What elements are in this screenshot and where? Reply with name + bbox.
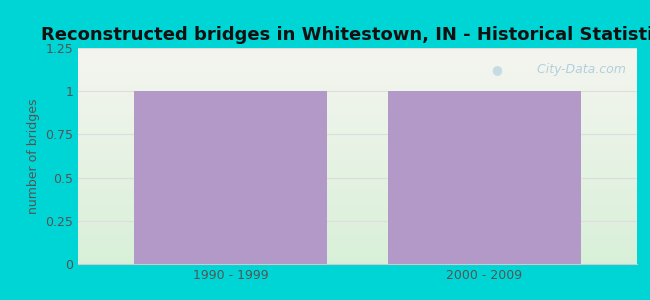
Bar	[388, 91, 581, 264]
Text: City-Data.com: City-Data.com	[529, 63, 626, 76]
Bar	[388, 91, 581, 264]
Bar	[134, 91, 327, 264]
Title: Reconstructed bridges in Whitestown, IN - Historical Statistics: Reconstructed bridges in Whitestown, IN …	[41, 26, 650, 44]
Bar	[134, 91, 327, 264]
Text: ●: ●	[491, 63, 502, 76]
Y-axis label: number of bridges: number of bridges	[27, 98, 40, 214]
